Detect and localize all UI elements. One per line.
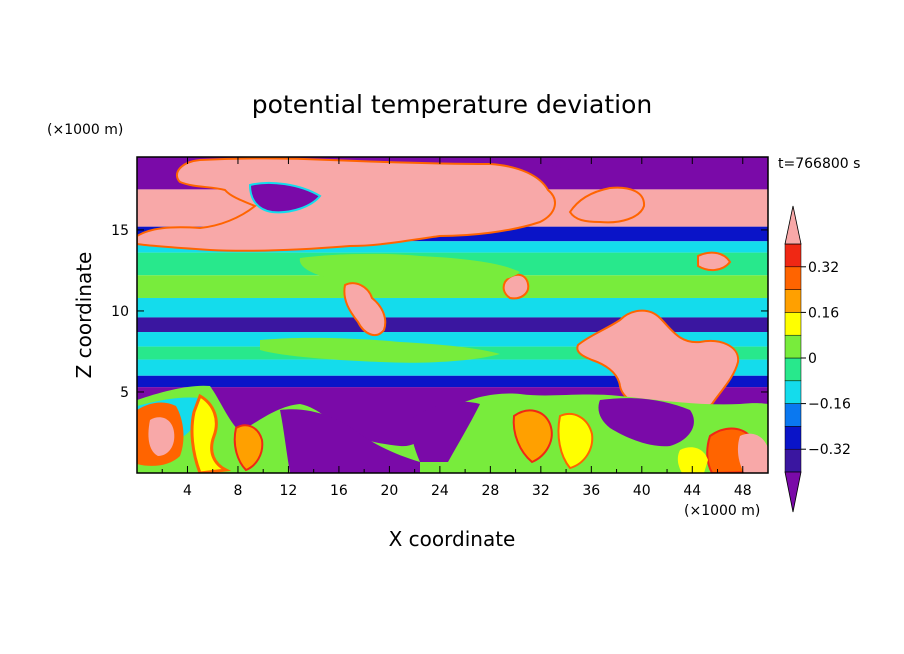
y-tick-label: 15 bbox=[111, 223, 129, 239]
x-tick-label: 24 bbox=[431, 483, 449, 499]
lower-warm-left-core bbox=[148, 417, 175, 456]
lower-warm-plume-4 bbox=[557, 413, 594, 470]
colorbar-tick-label: 0.32 bbox=[808, 260, 839, 276]
colorbar-tick-label: 0 bbox=[808, 351, 817, 367]
contour-band-7 bbox=[137, 317, 768, 333]
x-unit-label: (×1000 m) bbox=[684, 503, 760, 519]
lower-yellow-right bbox=[677, 447, 708, 473]
mid-warm-band bbox=[299, 253, 520, 287]
lower-warm-right-core bbox=[737, 433, 768, 473]
colorbar-swatch bbox=[784, 357, 802, 382]
chart-title: potential temperature deviation bbox=[252, 90, 652, 119]
colorbar-swatch bbox=[784, 289, 802, 313]
upper-warm-region-right bbox=[568, 186, 646, 224]
lower-warm-plume-3 bbox=[512, 409, 553, 464]
x-tick-label: 44 bbox=[683, 483, 701, 499]
colorbar-tick-label: 0.16 bbox=[808, 305, 839, 321]
lower-cold-patch-right bbox=[598, 398, 694, 447]
upper-cold-notch bbox=[248, 181, 322, 214]
upper-cold-top bbox=[520, 157, 768, 177]
colorbar-swatch bbox=[784, 266, 802, 290]
y-tick-label: 10 bbox=[111, 304, 129, 320]
x-tick-label: 40 bbox=[633, 483, 651, 499]
plot-area bbox=[137, 157, 768, 473]
x-tick-label: 36 bbox=[582, 483, 600, 499]
x-tick-label: 48 bbox=[734, 483, 752, 499]
x-tick-label: 16 bbox=[330, 483, 348, 499]
lower-warm-plume-1 bbox=[190, 393, 232, 473]
y-unit-label: (×1000 m) bbox=[47, 122, 123, 138]
mid-warm-region-right bbox=[576, 309, 740, 417]
plot-frame bbox=[136, 156, 769, 474]
x-axis: 4 8 12 16 20 24 28 32 36 40 44 48 bbox=[161, 157, 752, 499]
y-axis-label: Z coordinate bbox=[72, 252, 96, 379]
x-tick-label: 32 bbox=[532, 483, 550, 499]
colorbar-swatch bbox=[784, 380, 802, 404]
mid-warm-patch-left bbox=[343, 282, 387, 337]
colorbar: 0.32 0.16 0 −0.16 −0.32 bbox=[784, 205, 851, 513]
x-tick-label: 28 bbox=[481, 483, 499, 499]
colorbar-swatch bbox=[784, 448, 802, 473]
contour-band-5 bbox=[137, 275, 768, 298]
contour-band-11 bbox=[137, 375, 768, 388]
colorbar-swatch bbox=[784, 243, 802, 268]
colorbar-tick-label: −0.16 bbox=[808, 397, 851, 413]
x-tick-label: 4 bbox=[183, 483, 192, 499]
colorbar-swatch bbox=[784, 334, 802, 359]
x-tick-label: 20 bbox=[380, 483, 398, 499]
x-axis-label: X coordinate bbox=[389, 527, 516, 551]
lower-warm-plume-2 bbox=[233, 424, 264, 472]
x-tick-label: 12 bbox=[280, 483, 298, 499]
mid-cool-band bbox=[260, 337, 500, 363]
y-axis: 5 10 15 bbox=[111, 223, 768, 401]
upper-warm-region bbox=[137, 157, 556, 252]
mid-warm-patch-center bbox=[502, 273, 530, 300]
colorbar-min-extend bbox=[784, 471, 802, 513]
lower-cold-wedge bbox=[280, 409, 420, 473]
x-tick-label: 8 bbox=[233, 483, 242, 499]
colorbar-swatch bbox=[784, 426, 802, 450]
colorbar-tick-label: −0.32 bbox=[808, 442, 851, 458]
lower-cold-wedge-center bbox=[410, 401, 480, 462]
y-tick-label: 5 bbox=[120, 385, 129, 401]
colorbar-swatch bbox=[784, 403, 802, 427]
contour-details bbox=[137, 157, 768, 473]
contour-band-6 bbox=[137, 297, 768, 318]
colorbar-swatch bbox=[784, 312, 802, 336]
mid-warm-patch-upper-right bbox=[697, 251, 732, 272]
time-label: t=766800 s bbox=[778, 156, 860, 172]
contour-band-3 bbox=[137, 241, 768, 253]
colorbar-max-extend bbox=[784, 205, 802, 245]
